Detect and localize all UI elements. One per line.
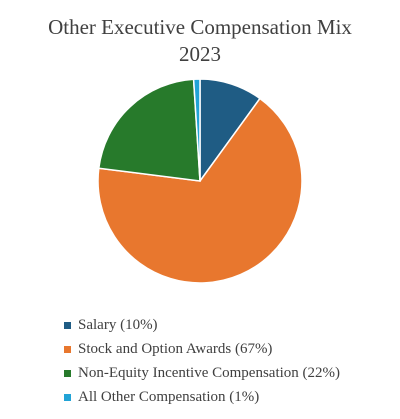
legend-label-stock-option: Stock and Option Awards (67%) <box>78 341 273 357</box>
legend-swatch-non-equity <box>64 369 71 377</box>
legend-item-non-equity: Non-Equity Incentive Compensation (22%) <box>64 361 340 385</box>
legend-item-all-other: All Other Compensation (1%) <box>64 385 340 409</box>
legend-label-all-other: All Other Compensation (1%) <box>78 389 260 405</box>
pie-slice-all-other <box>192 78 201 182</box>
legend: Salary (10%) Stock and Option Awards (67… <box>64 313 340 409</box>
legend-label-salary: Salary (10%) <box>78 317 158 333</box>
legend-swatch-salary <box>64 321 71 329</box>
legend-item-salary: Salary (10%) <box>64 313 340 337</box>
legend-item-stock-option: Stock and Option Awards (67%) <box>64 337 340 361</box>
legend-label-non-equity: Non-Equity Incentive Compensation (22%) <box>78 365 341 381</box>
chart-title-line2: 2023 <box>179 42 221 66</box>
chart-title: Other Executive Compensation Mix 2023 <box>0 14 400 68</box>
legend-swatch-stock-option <box>64 345 71 353</box>
chart-title-line1: Other Executive Compensation Mix <box>48 15 352 39</box>
pie-slice-non-equity <box>97 78 201 182</box>
pie-slice-stock-option <box>97 97 303 284</box>
legend-swatch-all-other <box>64 393 71 401</box>
